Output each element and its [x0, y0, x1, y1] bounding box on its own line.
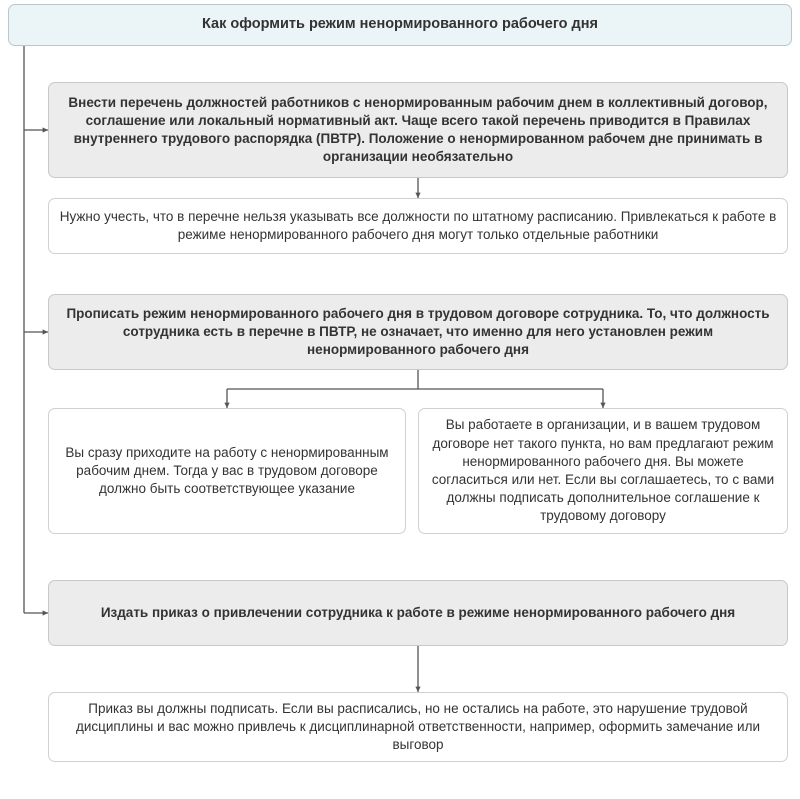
note1-box: Нужно учесть, что в перечне нельзя указы…: [48, 198, 788, 254]
note1-text: Нужно учесть, что в перечне нельзя указы…: [59, 208, 777, 244]
step3-text: Издать приказ о привлечении сотрудника к…: [101, 604, 735, 622]
step1-text: Внести перечень должностей работников с …: [59, 94, 777, 167]
title-box: Как оформить режим ненормированного рабо…: [8, 4, 792, 46]
title-text: Как оформить режим ненормированного рабо…: [202, 15, 598, 35]
option-right-box: Вы работаете в организации, и в вашем тр…: [418, 408, 788, 534]
step2-box: Прописать режим ненормированного рабочег…: [48, 294, 788, 370]
right-text: Вы работаете в организации, и в вашем тр…: [429, 416, 777, 525]
step2-text: Прописать режим ненормированного рабочег…: [59, 305, 777, 360]
left-text: Вы сразу приходите на работу с ненормиро…: [59, 444, 395, 499]
step1-box: Внести перечень должностей работников с …: [48, 82, 788, 178]
note3-text: Приказ вы должны подписать. Если вы расп…: [59, 700, 777, 755]
option-left-box: Вы сразу приходите на работу с ненормиро…: [48, 408, 406, 534]
step3-box: Издать приказ о привлечении сотрудника к…: [48, 580, 788, 646]
note3-box: Приказ вы должны подписать. Если вы расп…: [48, 692, 788, 762]
